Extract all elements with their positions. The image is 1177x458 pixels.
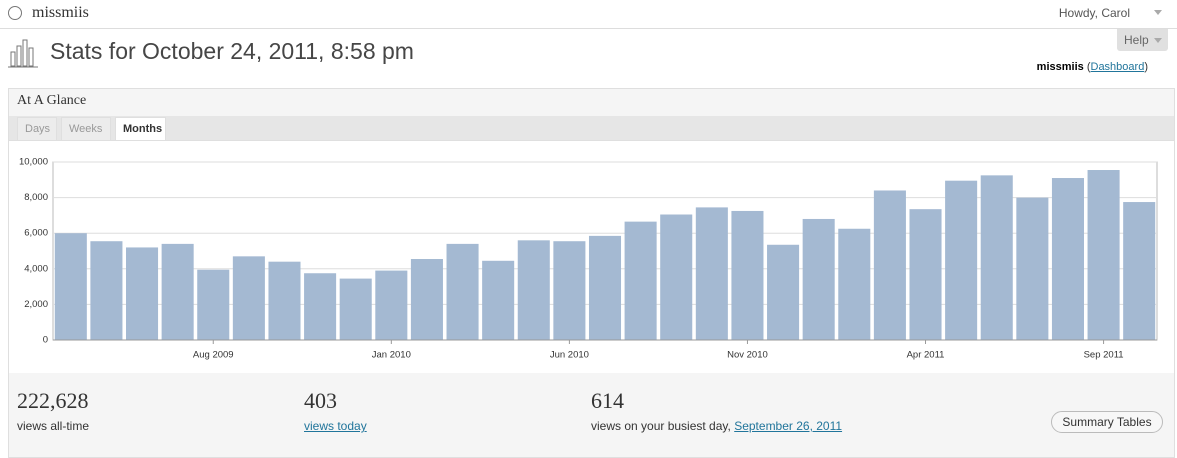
bar <box>695 207 728 340</box>
y-tick-label: 6,000 <box>24 228 48 239</box>
stat-label: views all-time <box>17 419 89 433</box>
y-tick-label: 8,000 <box>24 192 48 203</box>
y-tick-label: 2,000 <box>24 299 48 310</box>
x-tick-label: Sep 2011 <box>1084 350 1124 361</box>
tab[interactable]: Months <box>115 117 166 140</box>
greeting[interactable]: Howdy, Carol <box>1058 6 1130 20</box>
bar <box>90 241 123 340</box>
bar <box>1123 202 1156 340</box>
bar <box>375 270 408 340</box>
bar <box>126 247 159 340</box>
page: {"header": {"site": "missmiis", "greetin… <box>0 0 1177 446</box>
site-name[interactable]: missmiis <box>32 4 89 21</box>
y-tick-label: 4,000 <box>24 263 48 274</box>
stats-icon <box>8 39 38 68</box>
x-tick-label: Jan 2010 <box>372 350 411 361</box>
page-body: missmiis Howdy, Carol Stats for October … <box>0 0 1177 446</box>
panel-title: At A Glance <box>17 93 87 108</box>
bar <box>909 209 942 340</box>
bar <box>517 240 550 340</box>
dropdown-arrow[interactable] <box>1154 10 1162 19</box>
bar <box>553 241 586 340</box>
page-title: Stats for October 24, 2011, 8:58 pm <box>50 38 414 64</box>
blog-name: missmiis <box>1036 61 1084 73</box>
bar <box>482 260 515 340</box>
x-tick-label: Jun 2010 <box>550 350 589 361</box>
bar <box>980 175 1013 340</box>
stat-value: 403 <box>304 388 337 413</box>
stat-value: 222,628 <box>17 388 89 413</box>
bar <box>660 214 693 340</box>
bar <box>54 233 87 340</box>
chart: 0 2,000 4,000 6,000 8,000 10,000 Aug 2009 Jan 2… <box>19 157 1158 361</box>
bar <box>1051 178 1084 340</box>
y-tick-label: 10,000 <box>19 157 48 168</box>
x-tick-label: Apr 2011 <box>907 350 945 361</box>
help-tab[interactable]: Help <box>1117 29 1168 51</box>
bar <box>767 244 800 340</box>
bar <box>1087 170 1120 340</box>
admin-bar <box>0 0 1177 29</box>
dashboard-link[interactable]: Dashboard <box>1087 61 1148 73</box>
bar <box>945 180 978 340</box>
blog-line: missmiis Dashboard <box>1037 61 1148 73</box>
bar <box>197 269 230 340</box>
bar <box>232 256 265 340</box>
bar <box>588 235 622 340</box>
x-tick-label: Aug 2009 <box>193 350 234 361</box>
x-tick-label: Nov 2010 <box>727 350 768 361</box>
help-arrow[interactable] <box>1154 38 1162 47</box>
tab[interactable]: Weeks <box>61 117 111 140</box>
bar <box>731 210 764 340</box>
summary-button[interactable]: Summary Tables <box>1051 411 1163 433</box>
bar <box>873 190 906 340</box>
stat-label: views on your busiest day, September 26,… <box>591 419 842 433</box>
bar <box>410 259 443 340</box>
bar <box>838 228 871 340</box>
bar <box>339 278 372 340</box>
stat-link[interactable]: September 26, 2011 <box>734 419 843 433</box>
stat-link[interactable]: views today <box>304 419 367 433</box>
stat-text: views all-time <box>17 419 90 433</box>
stat-label: views today <box>304 419 367 433</box>
bar <box>268 261 301 340</box>
tab-bar <box>9 116 1174 141</box>
bar <box>304 273 337 340</box>
tab[interactable]: Days <box>17 117 57 140</box>
bar <box>624 221 657 340</box>
bar <box>1016 197 1049 340</box>
wp-logo[interactable] <box>8 6 22 20</box>
stat-value: 614 <box>591 388 624 413</box>
bar <box>446 243 479 340</box>
stat-text: views on your busiest day, <box>591 419 731 433</box>
bar <box>161 243 194 340</box>
bar <box>802 218 835 340</box>
y-tick-label: 0 <box>43 335 48 346</box>
